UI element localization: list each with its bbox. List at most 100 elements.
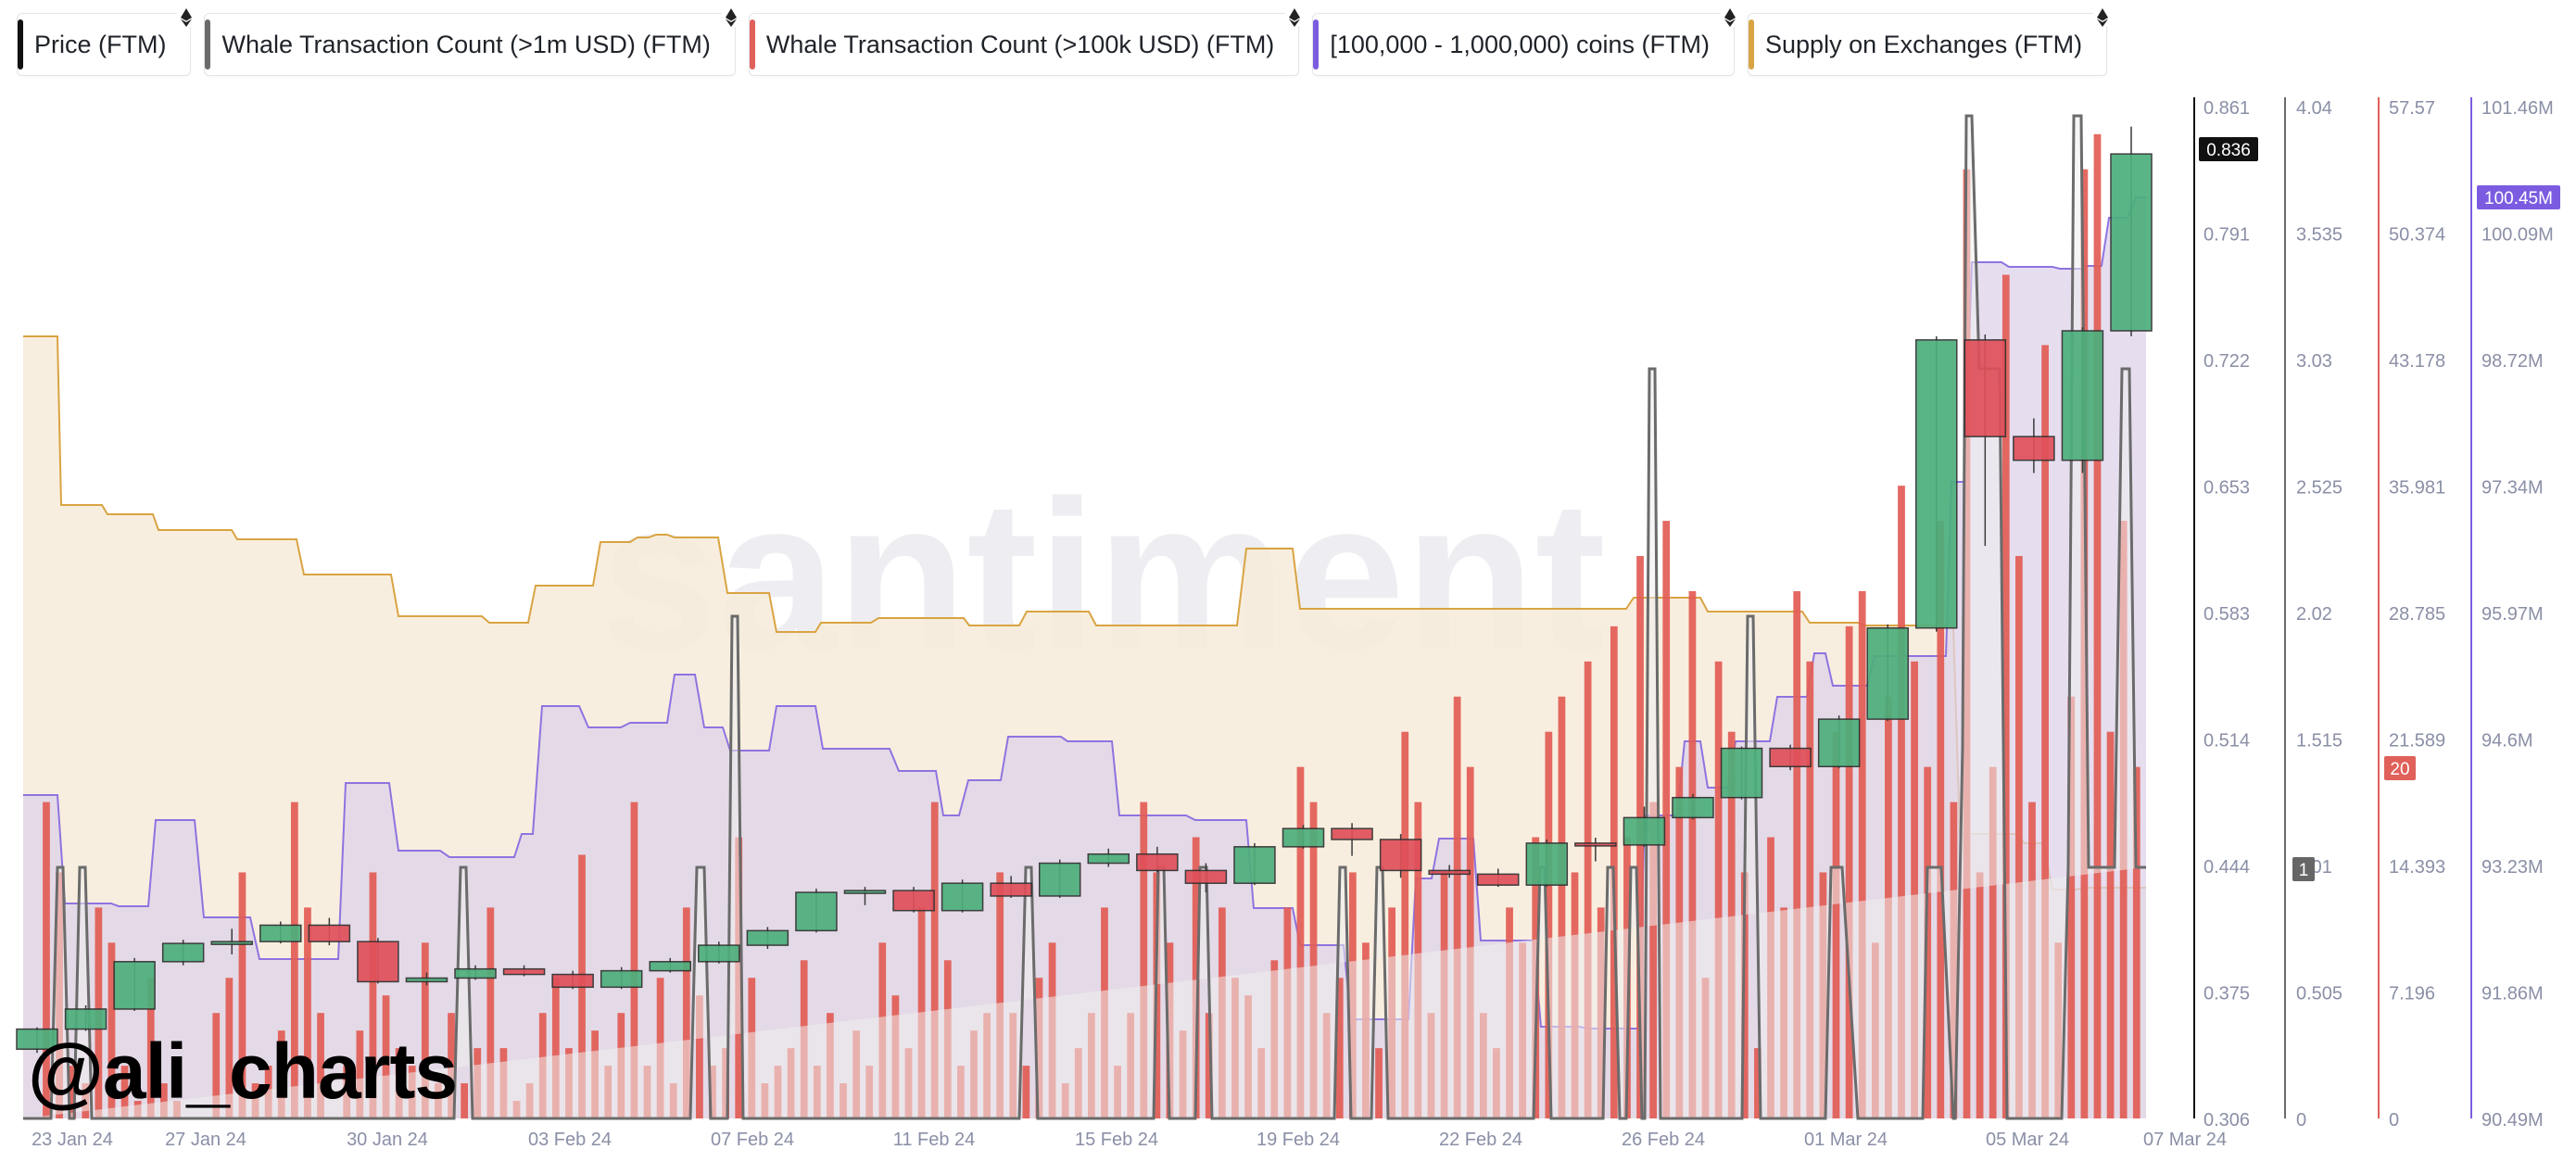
price-candle [2013,436,2055,461]
whale-100k-bar [1453,696,1461,1118]
legend-label: Whale Transaction Count (>100k USD) (FTM… [765,30,1275,58]
coins_100k_1m-tick-label: 95.97M [2481,604,2544,625]
whale-100k-bar [304,907,311,1118]
price-candle [1476,873,1520,886]
whale-100k-bar [1898,486,1905,1118]
whale-100k-bar [1545,731,1553,1118]
legend-color-swatch [749,19,755,69]
x-axis-tick-label: 22 Feb 24 [1439,1130,1522,1150]
price-candle [1574,842,1617,847]
whale-100k-bar [1335,978,1344,1118]
price-candle [1623,816,1666,846]
legend-item[interactable]: Price (FTM) [17,7,197,76]
price-candle [1525,842,1569,886]
ethereum-icon [1284,7,1306,28]
ethereum-icon [2092,7,2114,28]
x-axis-tick-label: 01 Mar 24 [1804,1130,1888,1150]
coins_100k_1m-tick-label: 101.46M [2481,98,2554,119]
legend-color-swatch [1749,19,1755,69]
whale-100k-bar [1558,696,1566,1118]
price-candle [698,944,740,963]
whale-100k-bar [1845,625,1853,1118]
x-axis-tick-label: 19 Feb 24 [1256,1130,1340,1150]
whale-100k-bar [2132,766,2140,1118]
price-candle [161,942,205,963]
whale-100k-bar [356,1030,364,1118]
price-candle [1282,827,1325,848]
x-axis-tick-label: 23 Jan 24 [32,1130,113,1150]
whale-100k-bar [290,802,298,1118]
whale-100k-bar [2041,345,2049,1118]
price-candle [259,924,302,942]
whale_1m-tick-label: 0.505 [2296,984,2342,1004]
legend-item[interactable]: Whale Transaction Count (>1m USD) (FTM) [204,7,741,76]
whale-100k-bar [1584,661,1592,1118]
whale-100k-bar [382,995,390,1118]
whale-100k-bar [1662,521,1671,1118]
whale-100k-bar [461,1083,469,1118]
whale-100k-bar [1140,802,1148,1118]
whale-100k-bar [120,1066,129,1118]
price-candle [2110,153,2153,332]
whale_100k-tick-label: 50.374 [2389,225,2445,246]
coins_100k_1m-tick-label: 93.23M [2481,857,2544,878]
x-axis-tick-label: 27 Jan 24 [165,1130,246,1150]
price-candle [1915,339,1958,629]
whale-100k-bar [2106,731,2115,1118]
whale-100k-bar [421,942,429,1118]
legend-item[interactable]: [100,000 - 1,000,000) coins (FTM) [1312,7,1741,76]
whale-100k-bar [1466,766,1474,1118]
whale-100k-bar [1793,590,1801,1118]
price-candle [1720,747,1763,799]
price-candle [357,941,399,983]
price-candle [1184,869,1228,884]
coins_100k_1m-current-badge [2477,185,2560,209]
whale-100k-bar [212,1013,221,1118]
price-candle [1964,339,2007,437]
whale-100k-bar [486,907,495,1118]
legend-item[interactable]: Supply on Exchanges (FTM) [1748,7,2114,76]
price-tick-label: 0.722 [2203,351,2250,372]
whale-100k-bar [277,1030,285,1118]
price-current-value: 0.836 [2206,141,2251,160]
price-candle [1331,827,1373,840]
price-tick-label: 0.861 [2203,98,2250,119]
whale_1m-tick-label: 2.02 [2296,604,2332,625]
price-candle [1672,796,1714,819]
whale-100k-bar [69,1066,77,1118]
ethereum-icon [720,7,741,28]
legend-item[interactable]: Whale Transaction Count (>100k USD) (FTM… [748,7,1306,76]
price-candle [1087,853,1130,865]
whale-100k-bar [682,907,690,1118]
whale_100k-current-badge [2384,756,2416,780]
x-axis-tick-label: 15 Feb 24 [1075,1130,1158,1150]
price-candle [1379,839,1422,872]
price-tick-label: 0.306 [2203,1110,2250,1130]
price-candle [843,890,887,894]
x-axis-tick-label: 03 Feb 24 [528,1130,612,1150]
price-candle [405,977,448,983]
legend-label: Price (FTM) [34,30,167,58]
price-tick-label: 0.375 [2203,984,2250,1004]
whale-100k-bar [1401,731,1409,1118]
whale_100k-tick-label: 21.589 [2389,731,2445,752]
whale-100k-bar [696,995,703,1118]
x-axis-tick-label: 11 Feb 24 [893,1130,976,1150]
whale-100k-bar [146,978,155,1118]
whale-100k-bar [1649,802,1658,1118]
legend-color-swatch [18,19,23,69]
whale-100k-bar [1858,590,1866,1118]
whale_1m-current-badge [2292,857,2315,881]
whale_1m-tick-label: 0 [2296,1110,2306,1130]
coins_100k_1m-tick-label: 97.34M [2481,478,2544,499]
whale-100k-bar [1806,661,1814,1118]
price-tick-label: 0.514 [2203,731,2250,752]
price-tick-label: 0.583 [2203,604,2250,625]
whale_100k-tick-label: 57.57 [2389,98,2435,119]
legend-color-swatch [1313,19,1320,69]
whale-100k-bar [317,1013,324,1118]
price-candle [210,941,253,945]
whale_1m-tick-label: 4.04 [2296,98,2332,119]
price-current-badge [2199,137,2258,161]
whale_100k-tick-label: 43.178 [2389,351,2445,372]
